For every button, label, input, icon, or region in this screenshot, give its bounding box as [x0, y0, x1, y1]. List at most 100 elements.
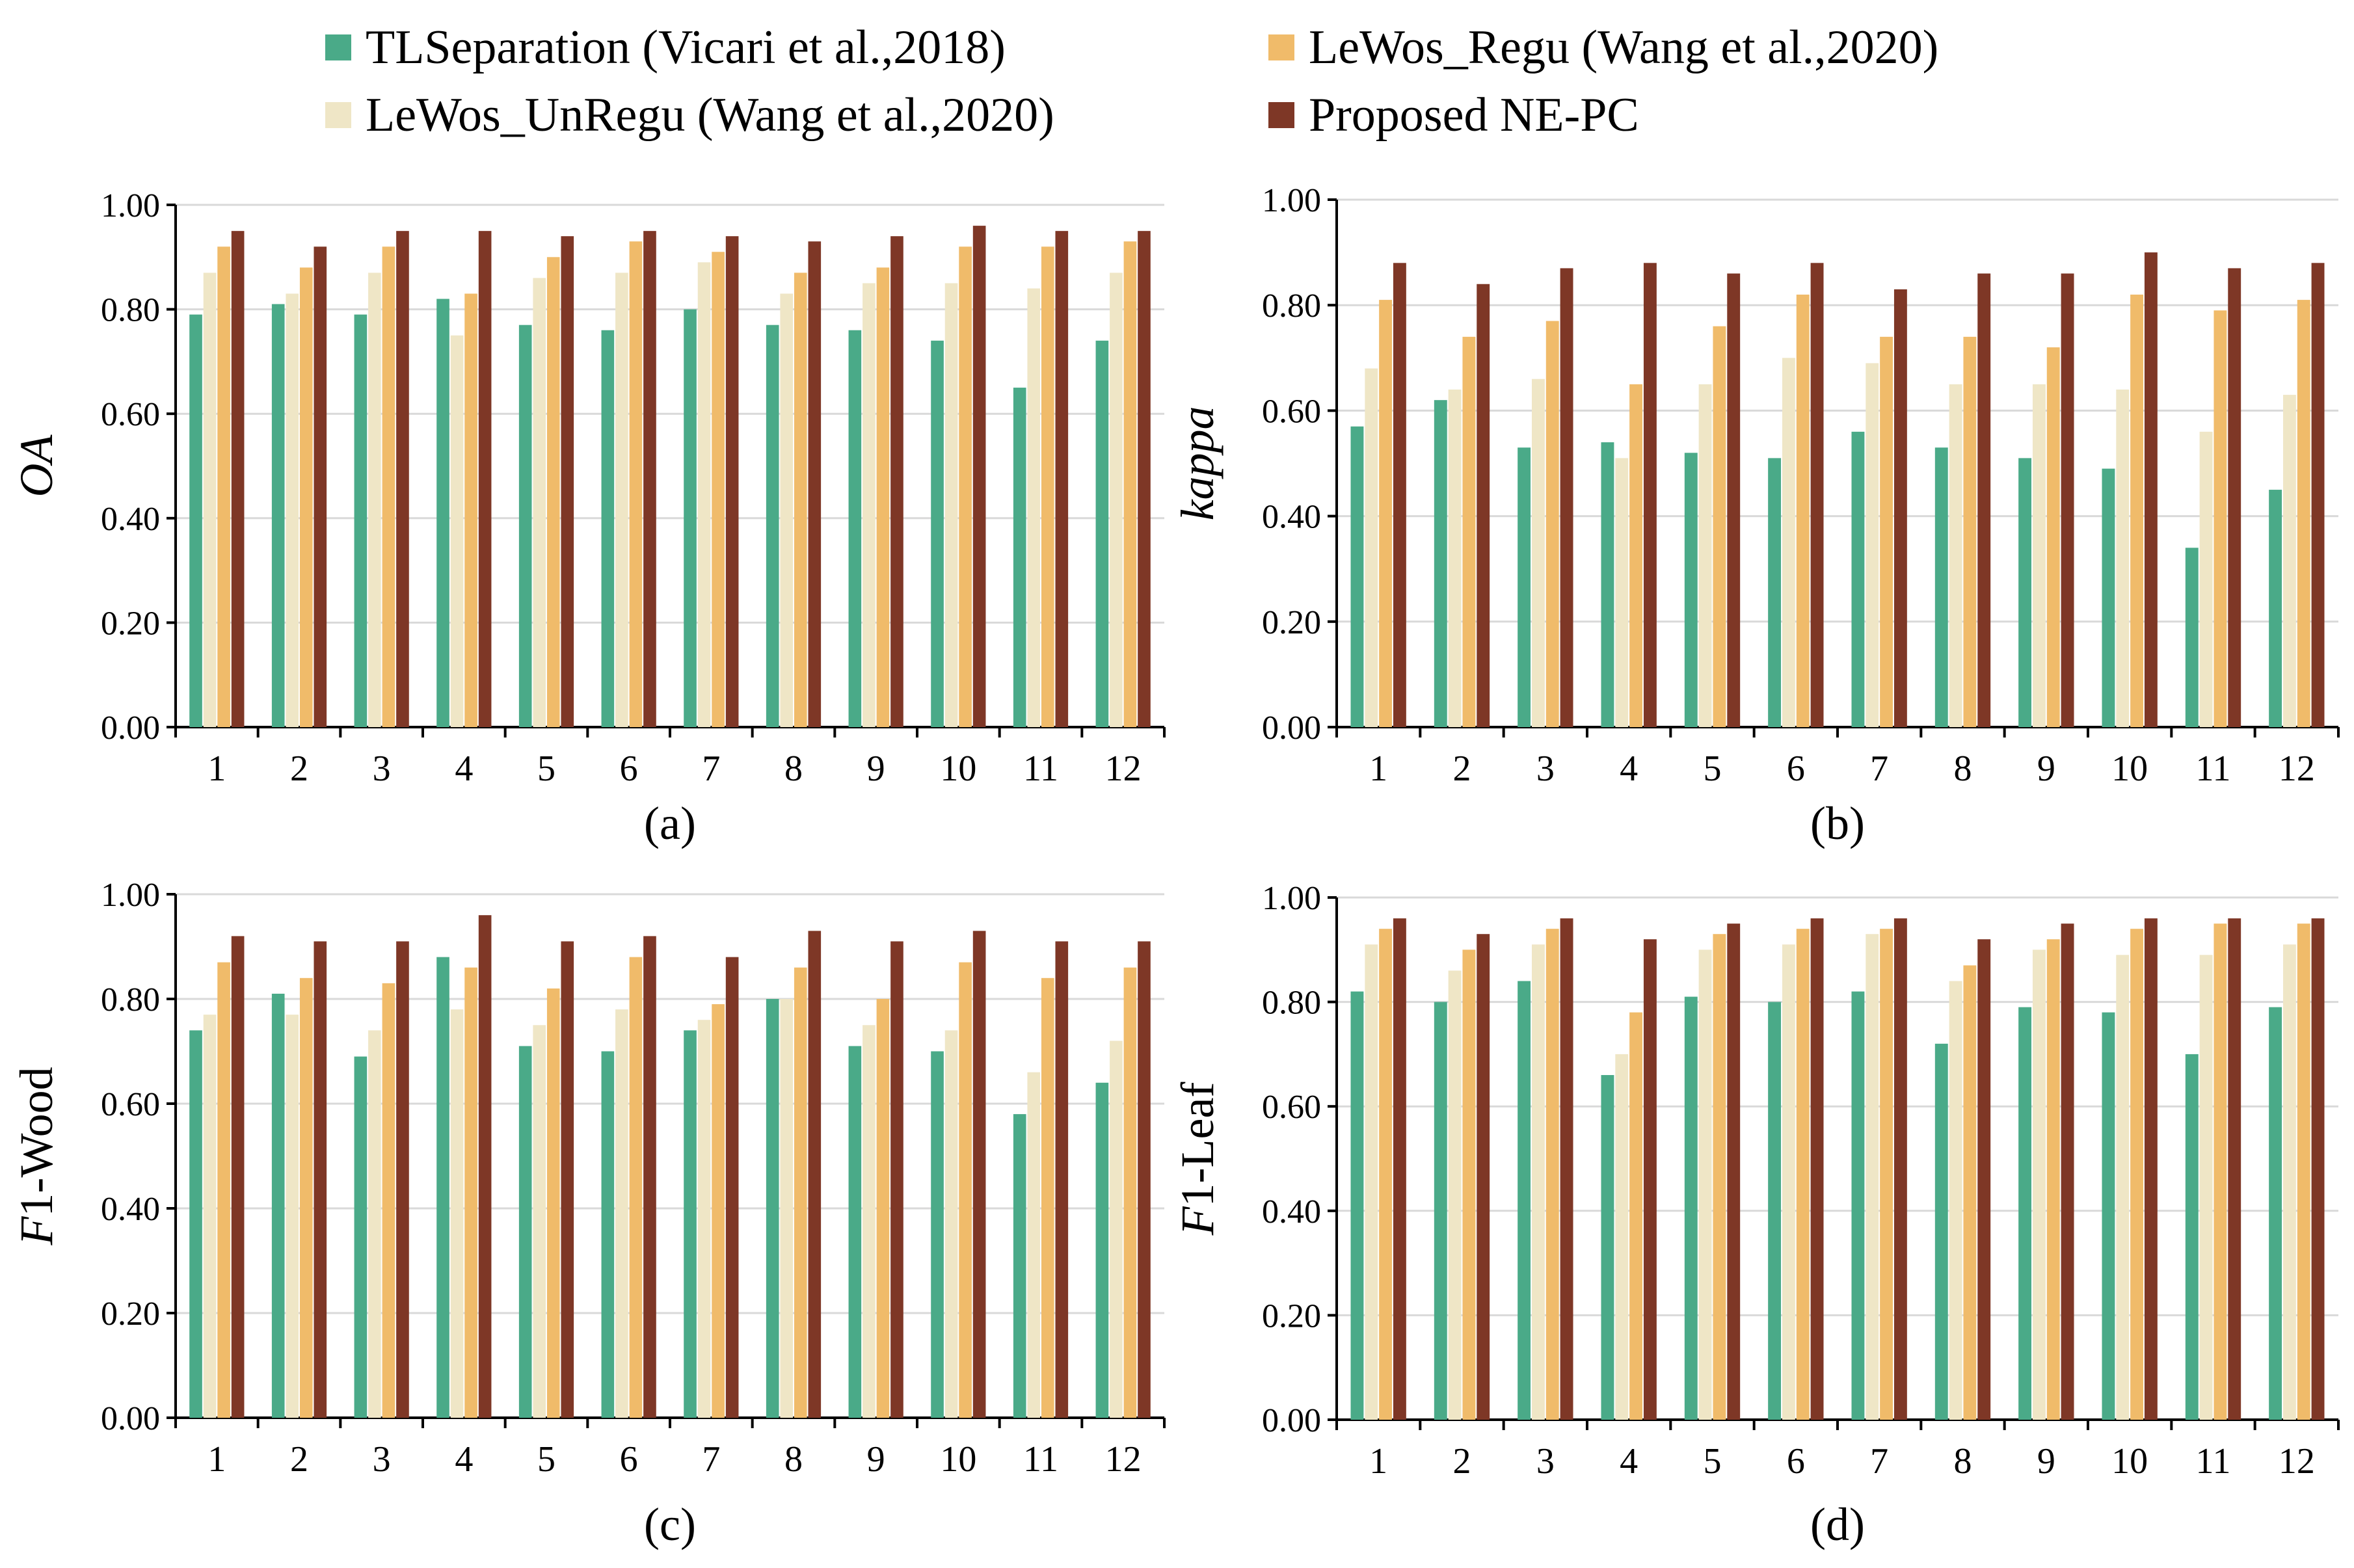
x-tick-label: 7	[1870, 1441, 1888, 1482]
x-tick-label: 10	[2111, 1441, 2148, 1482]
bar-tlseparation-7	[1851, 431, 1865, 727]
bar-lewos-unregu-11	[2199, 955, 2213, 1420]
bar-proposed-ne-pc-3	[396, 941, 409, 1418]
bar-lewos-regu-4	[464, 967, 477, 1418]
bar-tlseparation-6	[601, 1051, 615, 1418]
bar-lewos-unregu-12	[1110, 1041, 1123, 1418]
bar-proposed-ne-pc-4	[1643, 263, 1657, 727]
bar-lewos-unregu-1	[1365, 368, 1378, 727]
bar-tlseparation-4	[1601, 1075, 1614, 1420]
bar-proposed-ne-pc-7	[1893, 289, 1907, 727]
chart-panel-1: 0.000.200.400.600.801.001 2 3 4 5 6 7 8 9 10 11 12O…	[10, 187, 1166, 849]
y-axis-label-italic: OA	[10, 434, 62, 497]
bar-lewos-unregu-4	[450, 1009, 464, 1418]
bar-proposed-ne-pc-11	[2228, 918, 2241, 1420]
x-tick-label: 12	[1105, 749, 1142, 789]
bar-proposed-ne-pc-5	[561, 236, 574, 727]
bar-tlseparation-6	[601, 330, 615, 728]
x-tick-label: 4	[1620, 749, 1638, 789]
bar-proposed-ne-pc-7	[1893, 918, 1907, 1420]
bar-tlseparation-12	[2269, 490, 2282, 727]
bar-lewos-unregu-7	[697, 262, 711, 728]
legend-item-lewos-regu: LeWos_Regu (Wang et al.,2020)	[1268, 18, 1938, 77]
bar-tlseparation-6	[1768, 458, 1782, 727]
bar-proposed-ne-pc-9	[2061, 273, 2074, 727]
bar-proposed-ne-pc-12	[1138, 231, 1151, 727]
bar-lewos-regu-2	[299, 267, 313, 727]
legend-swatch-lewos-unregu	[325, 102, 351, 128]
x-tick-label: 6	[1787, 749, 1805, 789]
bar-tlseparation-10	[2102, 1012, 2115, 1420]
bar-lewos-regu-1	[217, 246, 230, 727]
bar-lewos-unregu-10	[944, 1030, 958, 1418]
bar-proposed-ne-pc-3	[1560, 918, 1573, 1420]
y-axis-label: kappa	[1171, 406, 1224, 521]
bar-tlseparation-11	[1013, 388, 1026, 727]
bar-proposed-ne-pc-1	[1393, 918, 1406, 1420]
y-tick-label: 0.40	[1262, 499, 1321, 536]
bar-lewos-unregu-3	[1531, 379, 1545, 727]
x-tick-label: 4	[1620, 1441, 1638, 1482]
x-tick-label: 6	[620, 749, 638, 789]
bar-proposed-ne-pc-2	[314, 246, 327, 727]
bar-lewos-unregu-1	[203, 1015, 217, 1418]
bar-lewos-regu-4	[464, 293, 477, 727]
y-tick-label: 0.40	[1262, 1193, 1321, 1230]
bar-lewos-unregu-8	[780, 293, 794, 727]
bar-lewos-regu-12	[2297, 924, 2310, 1420]
bar-lewos-unregu-10	[944, 283, 958, 727]
bar-tlseparation-8	[1934, 1043, 1948, 1420]
y-tick-label: 0.20	[1262, 1297, 1321, 1335]
y-tick-label: 0.60	[1262, 1089, 1321, 1126]
bar-lewos-regu-7	[712, 252, 725, 727]
bar-lewos-regu-10	[959, 962, 972, 1418]
x-tick-label: 3	[373, 1439, 391, 1480]
bar-lewos-regu-11	[2214, 310, 2227, 727]
bar-lewos-regu-5	[1713, 326, 1726, 727]
bar-lewos-regu-7	[1880, 336, 1893, 727]
bar-lewos-regu-8	[794, 272, 807, 727]
bar-tlseparation-1	[189, 1030, 202, 1418]
legend-swatch-tlseparation	[325, 34, 351, 60]
y-tick-label: 0.20	[1262, 604, 1321, 641]
bar-tlseparation-2	[271, 304, 285, 727]
x-tick-label: 7	[702, 1439, 720, 1480]
x-tick-label: 10	[2111, 749, 2148, 789]
bar-proposed-ne-pc-5	[561, 941, 574, 1418]
bar-proposed-ne-pc-5	[1727, 273, 1741, 727]
x-tick-label: 8	[784, 749, 803, 789]
bar-tlseparation-4	[436, 299, 449, 727]
legend-item-lewos-unregu: LeWos_UnRegu (Wang et al.,2020)	[325, 86, 1054, 144]
bar-tlseparation-11	[2185, 1054, 2199, 1420]
x-tick-label: 9	[867, 1439, 885, 1480]
bar-tlseparation-7	[684, 1030, 697, 1418]
bar-lewos-regu-6	[629, 957, 643, 1418]
bar-proposed-ne-pc-10	[2144, 252, 2158, 728]
x-tick-label: 7	[1870, 749, 1888, 789]
legend-label-lewos-unregu: LeWos_UnRegu (Wang et al.,2020)	[366, 88, 1054, 142]
bar-lewos-unregu-5	[533, 278, 546, 727]
bar-lewos-unregu-5	[1698, 950, 1712, 1420]
bar-lewos-regu-12	[1123, 241, 1137, 728]
bar-lewos-unregu-9	[863, 1025, 876, 1418]
bar-lewos-unregu-2	[1448, 389, 1462, 727]
bar-lewos-unregu-7	[697, 1020, 711, 1418]
bar-proposed-ne-pc-1	[231, 936, 245, 1418]
bar-lewos-unregu-2	[1448, 970, 1462, 1420]
bar-lewos-regu-3	[1545, 929, 1559, 1420]
bar-lewos-regu-3	[382, 246, 395, 727]
x-tick-label: 11	[1023, 1439, 1058, 1480]
legend-swatch-proposed-ne-pc	[1268, 102, 1294, 128]
bar-lewos-unregu-12	[2282, 395, 2296, 727]
y-tick-label: 0.80	[101, 981, 160, 1018]
bar-tlseparation-3	[354, 1056, 368, 1418]
x-tick-label: 2	[1453, 1441, 1471, 1482]
legend-item-proposed-ne-pc: Proposed NE-PC	[1268, 86, 1639, 144]
x-tick-label: 1	[207, 749, 226, 789]
bar-proposed-ne-pc-12	[1138, 941, 1151, 1418]
bar-tlseparation-9	[848, 1046, 862, 1418]
bar-tlseparation-2	[1434, 1002, 1447, 1420]
bar-lewos-regu-3	[1545, 321, 1559, 727]
bar-lewos-regu-9	[876, 999, 890, 1418]
x-tick-label: 6	[1787, 1441, 1805, 1482]
